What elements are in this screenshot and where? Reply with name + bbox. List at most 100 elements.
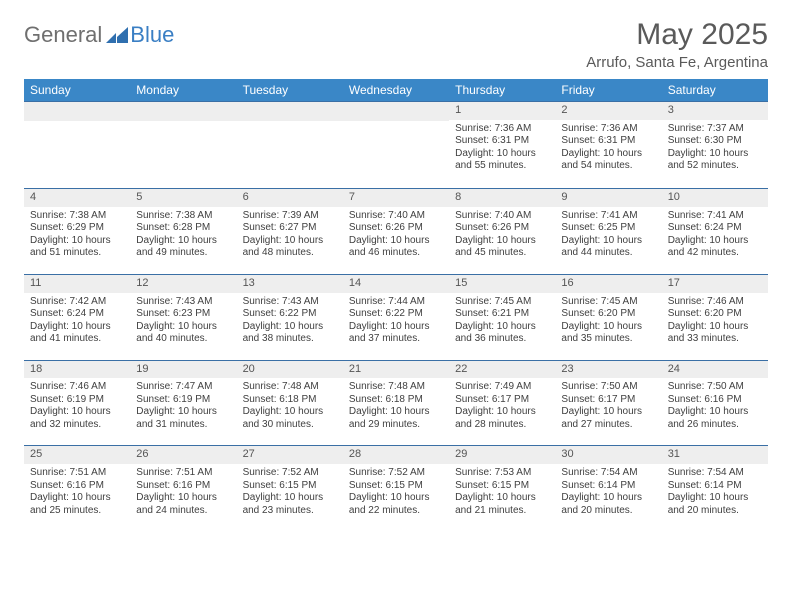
day-details: Sunrise: 7:50 AMSunset: 6:17 PMDaylight:… bbox=[555, 378, 661, 445]
daylight-line: Daylight: 10 hours and 27 minutes. bbox=[561, 406, 655, 431]
calendar-week-row: 11Sunrise: 7:42 AMSunset: 6:24 PMDayligh… bbox=[24, 274, 768, 360]
calendar-day-cell: 17Sunrise: 7:46 AMSunset: 6:20 PMDayligh… bbox=[662, 274, 768, 360]
weekday-header: Saturday bbox=[662, 79, 768, 101]
sunset-line: Sunset: 6:14 PM bbox=[668, 480, 762, 493]
sunrise-line: Sunrise: 7:51 AM bbox=[30, 467, 124, 480]
calendar-day-cell: 20Sunrise: 7:48 AMSunset: 6:18 PMDayligh… bbox=[237, 360, 343, 446]
day-details: Sunrise: 7:40 AMSunset: 6:26 PMDaylight:… bbox=[343, 207, 449, 274]
day-number bbox=[343, 101, 449, 121]
weekday-header: Wednesday bbox=[343, 79, 449, 101]
day-details bbox=[130, 121, 236, 188]
title-block: May 2025 Arrufo, Santa Fe, Argentina bbox=[586, 18, 768, 71]
sunset-line: Sunset: 6:18 PM bbox=[243, 394, 337, 407]
calendar-day-cell: 5 Sunrise: 7:38 AMSunset: 6:28 PMDaylight… bbox=[130, 188, 236, 274]
day-number: 4 bbox=[24, 188, 130, 207]
daylight-line: Daylight: 10 hours and 35 minutes. bbox=[561, 321, 655, 346]
sunset-line: Sunset: 6:20 PM bbox=[668, 308, 762, 321]
day-number: 15 bbox=[449, 274, 555, 293]
calendar-day-cell: 12Sunrise: 7:43 AMSunset: 6:23 PMDayligh… bbox=[130, 274, 236, 360]
day-details: Sunrise: 7:52 AMSunset: 6:15 PMDaylight:… bbox=[343, 464, 449, 531]
day-number: 29 bbox=[449, 445, 555, 464]
sunset-line: Sunset: 6:26 PM bbox=[455, 222, 549, 235]
calendar-week-row: 1Sunrise: 7:36 AMSunset: 6:31 PMDaylight… bbox=[24, 101, 768, 188]
sunrise-line: Sunrise: 7:54 AM bbox=[561, 467, 655, 480]
sunset-line: Sunset: 6:15 PM bbox=[243, 480, 337, 493]
sunrise-line: Sunrise: 7:41 AM bbox=[668, 210, 762, 223]
day-number: 11 bbox=[24, 274, 130, 293]
day-details: Sunrise: 7:36 AMSunset: 6:31 PMDaylight:… bbox=[555, 120, 661, 187]
sunrise-line: Sunrise: 7:50 AM bbox=[561, 381, 655, 394]
logo-sail-icon bbox=[106, 27, 128, 43]
weekday-header: Sunday bbox=[24, 79, 130, 101]
sunset-line: Sunset: 6:30 PM bbox=[668, 135, 762, 148]
calendar-day-cell: 16Sunrise: 7:45 AMSunset: 6:20 PMDayligh… bbox=[555, 274, 661, 360]
calendar-day-cell: 10Sunrise: 7:41 AMSunset: 6:24 PMDayligh… bbox=[662, 188, 768, 274]
sunset-line: Sunset: 6:17 PM bbox=[561, 394, 655, 407]
day-number: 28 bbox=[343, 445, 449, 464]
brand-blue: Blue bbox=[130, 22, 174, 48]
calendar-day-cell bbox=[237, 101, 343, 188]
daylight-line: Daylight: 10 hours and 38 minutes. bbox=[243, 321, 337, 346]
sunset-line: Sunset: 6:25 PM bbox=[561, 222, 655, 235]
sunrise-line: Sunrise: 7:51 AM bbox=[136, 467, 230, 480]
sunset-line: Sunset: 6:22 PM bbox=[349, 308, 443, 321]
sunset-line: Sunset: 6:27 PM bbox=[243, 222, 337, 235]
sunrise-line: Sunrise: 7:41 AM bbox=[561, 210, 655, 223]
calendar-day-cell: 23Sunrise: 7:50 AMSunset: 6:17 PMDayligh… bbox=[555, 360, 661, 446]
sunset-line: Sunset: 6:28 PM bbox=[136, 222, 230, 235]
day-number: 19 bbox=[130, 360, 236, 379]
calendar-day-cell: 3Sunrise: 7:37 AMSunset: 6:30 PMDaylight… bbox=[662, 101, 768, 188]
sunset-line: Sunset: 6:23 PM bbox=[136, 308, 230, 321]
sunset-line: Sunset: 6:26 PM bbox=[349, 222, 443, 235]
sunrise-line: Sunrise: 7:46 AM bbox=[668, 296, 762, 309]
calendar-day-cell: 22Sunrise: 7:49 AMSunset: 6:17 PMDayligh… bbox=[449, 360, 555, 446]
sunrise-line: Sunrise: 7:42 AM bbox=[30, 296, 124, 309]
day-number: 14 bbox=[343, 274, 449, 293]
sunset-line: Sunset: 6:15 PM bbox=[349, 480, 443, 493]
day-details bbox=[343, 121, 449, 188]
sunset-line: Sunset: 6:16 PM bbox=[136, 480, 230, 493]
sunrise-line: Sunrise: 7:40 AM bbox=[455, 210, 549, 223]
sunrise-line: Sunrise: 7:43 AM bbox=[136, 296, 230, 309]
calendar-day-cell: 18Sunrise: 7:46 AMSunset: 6:19 PMDayligh… bbox=[24, 360, 130, 446]
sunrise-line: Sunrise: 7:53 AM bbox=[455, 467, 549, 480]
calendar-day-cell: 13Sunrise: 7:43 AMSunset: 6:22 PMDayligh… bbox=[237, 274, 343, 360]
day-details: Sunrise: 7:41 AMSunset: 6:24 PMDaylight:… bbox=[662, 207, 768, 274]
page-header: General Blue May 2025 Arrufo, Santa Fe, … bbox=[24, 18, 768, 71]
brand-general: General bbox=[24, 22, 102, 48]
calendar-body: 1Sunrise: 7:36 AMSunset: 6:31 PMDaylight… bbox=[24, 101, 768, 531]
day-number: 26 bbox=[130, 445, 236, 464]
sunrise-line: Sunrise: 7:39 AM bbox=[243, 210, 337, 223]
day-number: 7 bbox=[343, 188, 449, 207]
sunrise-line: Sunrise: 7:52 AM bbox=[349, 467, 443, 480]
daylight-line: Daylight: 10 hours and 45 minutes. bbox=[455, 235, 549, 260]
weekday-header: Thursday bbox=[449, 79, 555, 101]
calendar-day-cell: 24Sunrise: 7:50 AMSunset: 6:16 PMDayligh… bbox=[662, 360, 768, 446]
calendar-day-cell: 7Sunrise: 7:40 AMSunset: 6:26 PMDaylight… bbox=[343, 188, 449, 274]
sunset-line: Sunset: 6:15 PM bbox=[455, 480, 549, 493]
calendar-day-cell: 8Sunrise: 7:40 AMSunset: 6:26 PMDaylight… bbox=[449, 188, 555, 274]
calendar-day-cell bbox=[24, 101, 130, 188]
sunrise-line: Sunrise: 7:40 AM bbox=[349, 210, 443, 223]
daylight-line: Daylight: 10 hours and 42 minutes. bbox=[668, 235, 762, 260]
weekday-header-row: SundayMondayTuesdayWednesdayThursdayFrid… bbox=[24, 79, 768, 101]
daylight-line: Daylight: 10 hours and 44 minutes. bbox=[561, 235, 655, 260]
calendar-day-cell: 2Sunrise: 7:36 AMSunset: 6:31 PMDaylight… bbox=[555, 101, 661, 188]
sunrise-line: Sunrise: 7:54 AM bbox=[668, 467, 762, 480]
day-details: Sunrise: 7:46 AMSunset: 6:20 PMDaylight:… bbox=[662, 293, 768, 360]
day-details: Sunrise: 7:45 AMSunset: 6:21 PMDaylight:… bbox=[449, 293, 555, 360]
day-number: 5 bbox=[130, 188, 236, 207]
day-details: Sunrise: 7:39 AMSunset: 6:27 PMDaylight:… bbox=[237, 207, 343, 274]
calendar-week-row: 4Sunrise: 7:38 AMSunset: 6:29 PMDaylight… bbox=[24, 188, 768, 274]
day-details: Sunrise: 7:52 AMSunset: 6:15 PMDaylight:… bbox=[237, 464, 343, 531]
calendar-day-cell: 9Sunrise: 7:41 AMSunset: 6:25 PMDaylight… bbox=[555, 188, 661, 274]
day-details: Sunrise: 7:41 AMSunset: 6:25 PMDaylight:… bbox=[555, 207, 661, 274]
sunrise-line: Sunrise: 7:38 AM bbox=[136, 210, 230, 223]
calendar-day-cell: 15Sunrise: 7:45 AMSunset: 6:21 PMDayligh… bbox=[449, 274, 555, 360]
day-number: 30 bbox=[555, 445, 661, 464]
calendar-day-cell: 29Sunrise: 7:53 AMSunset: 6:15 PMDayligh… bbox=[449, 445, 555, 531]
day-details: Sunrise: 7:49 AMSunset: 6:17 PMDaylight:… bbox=[449, 378, 555, 445]
daylight-line: Daylight: 10 hours and 49 minutes. bbox=[136, 235, 230, 260]
sunset-line: Sunset: 6:24 PM bbox=[668, 222, 762, 235]
daylight-line: Daylight: 10 hours and 20 minutes. bbox=[561, 492, 655, 517]
